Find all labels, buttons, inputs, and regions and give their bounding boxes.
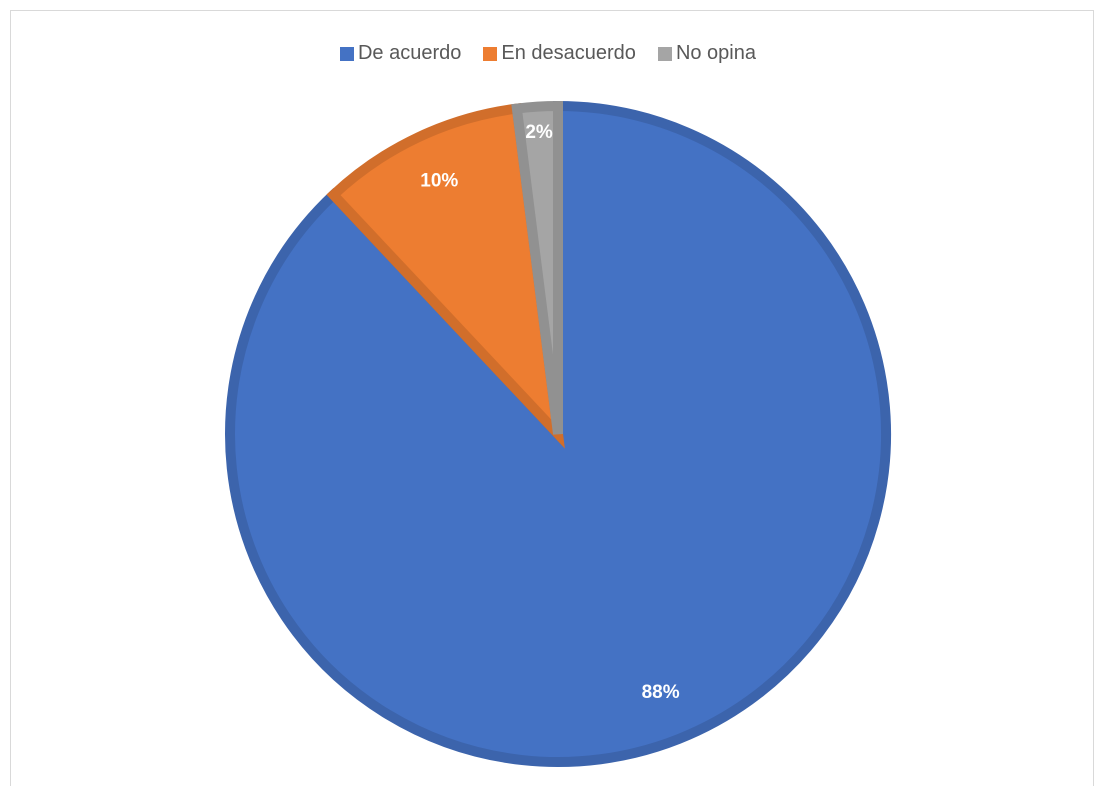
data-label-no-opina: 2% xyxy=(525,122,553,143)
legend-item-en-desacuerdo: En desacuerdo xyxy=(483,42,636,65)
legend-item-de-acuerdo: De acuerdo xyxy=(339,42,462,65)
legend-label-de-acuerdo: De acuerdo xyxy=(357,42,462,64)
pie-slice-en-desacuerdo xyxy=(326,102,565,449)
legend-item-no-opina: No opina xyxy=(657,42,756,65)
chart-legend: De acuerdo En desacuerdo No opina xyxy=(0,42,1096,65)
data-label-en-desacuerdo: 10% xyxy=(420,171,458,192)
legend-swatch-de-acuerdo xyxy=(339,46,354,61)
data-label-de-acuerdo: 88% xyxy=(642,682,680,703)
legend-swatch-en-desacuerdo xyxy=(483,46,498,61)
legend-swatch-no-opina xyxy=(657,46,672,61)
pie-slice-no-opina xyxy=(511,100,563,435)
legend-label-en-desacuerdo: En desacuerdo xyxy=(501,42,636,64)
legend-label-no-opina: No opina xyxy=(675,42,756,64)
